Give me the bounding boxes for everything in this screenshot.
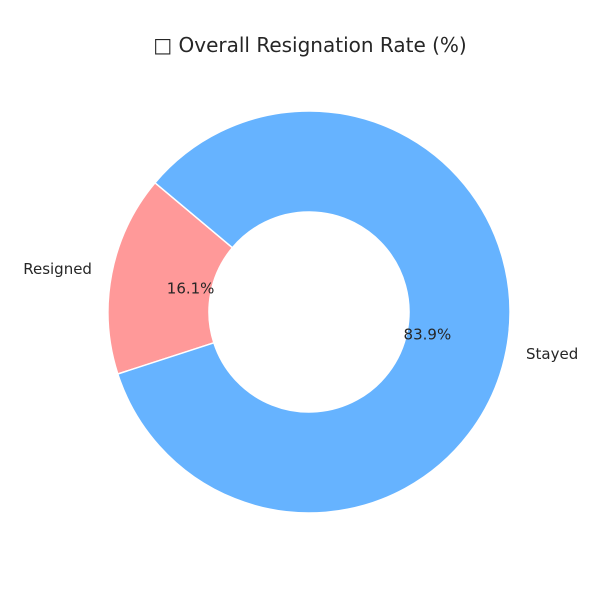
value-label-resigned: 16.1% bbox=[167, 279, 215, 297]
value-label-stayed: 83.9% bbox=[404, 326, 452, 344]
donut-labels: Resigned 16.1% Stayed 83.9% bbox=[23, 260, 578, 363]
chart-title: □ Overall Resignation Rate (%) bbox=[153, 33, 467, 57]
category-label-stayed: Stayed bbox=[526, 345, 578, 363]
donut-slices bbox=[107, 110, 511, 514]
slice-stayed bbox=[116, 110, 511, 514]
slice-resigned bbox=[107, 181, 234, 375]
category-label-resigned: Resigned bbox=[23, 260, 92, 278]
